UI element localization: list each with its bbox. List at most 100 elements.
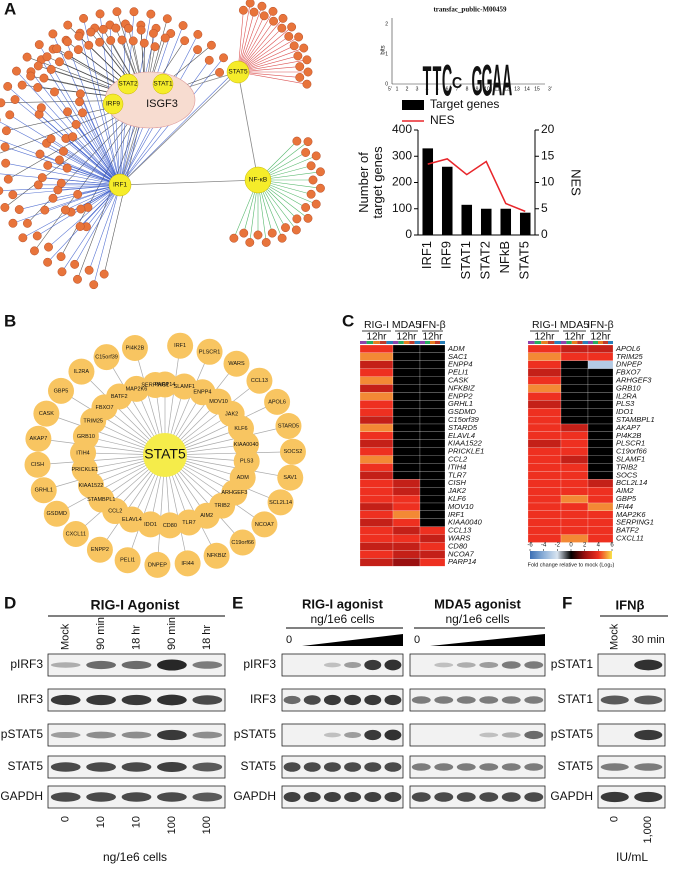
- band: [192, 792, 223, 802]
- blot-strip: [47, 723, 226, 747]
- time-label: 12hr: [590, 332, 611, 343]
- motif-y-tick: 0: [385, 81, 388, 87]
- heat-cell: [527, 439, 562, 448]
- leaf-node: [99, 269, 109, 279]
- heat-cell: [527, 479, 562, 488]
- band: [121, 694, 152, 706]
- band: [600, 763, 629, 771]
- heat-cell: [419, 542, 446, 551]
- gene-label: GRHL1: [35, 488, 53, 494]
- leaf-node: [112, 7, 122, 17]
- leaf-node: [30, 246, 39, 256]
- y-axis-label: Number oftarget genes: [356, 146, 385, 219]
- y-tick-label: 200: [392, 175, 412, 189]
- lane-label: 30 min: [632, 634, 665, 646]
- heat-cell: [419, 368, 446, 377]
- gene-label: CCL2: [448, 455, 468, 464]
- band: [434, 792, 454, 802]
- edge: [93, 184, 121, 285]
- gene-label: SERPING1: [616, 518, 654, 527]
- row-label: pIRF3: [243, 657, 276, 671]
- gene-label: IDO1: [144, 522, 157, 528]
- sample-strip: [366, 341, 374, 344]
- row-label: pSTAT5: [551, 727, 594, 741]
- hub-node: [244, 166, 272, 194]
- hub-node: [108, 173, 132, 197]
- row-label: STAT5: [557, 759, 593, 773]
- sample-strip: [541, 341, 548, 344]
- band: [634, 659, 663, 671]
- gene-label: DNPEP: [616, 360, 642, 369]
- hub-label: NF-κB: [249, 177, 267, 184]
- heat-cell: [527, 408, 562, 417]
- heat-cell: [419, 352, 446, 361]
- leaf-node: [302, 79, 312, 89]
- gene-node: [267, 489, 294, 516]
- leaf-node: [8, 218, 18, 228]
- heat-cell: [587, 416, 614, 425]
- gene-node: [30, 477, 57, 504]
- band: [323, 732, 341, 738]
- band: [364, 762, 382, 772]
- time-label: 12hr: [396, 332, 417, 343]
- motif-position: 15: [534, 86, 540, 92]
- blot-strip: [597, 653, 666, 677]
- gene-label: PLS3: [240, 459, 253, 465]
- heat-cell: [560, 392, 589, 401]
- sample-strip: [435, 341, 440, 344]
- heat-cell: [527, 471, 562, 480]
- leaf-node: [206, 40, 216, 50]
- gene-node: [144, 551, 171, 578]
- bar: [461, 204, 473, 235]
- time-label: 12hr: [534, 332, 555, 343]
- gene-node: [114, 547, 141, 574]
- gene-label: SOCS: [616, 470, 637, 479]
- heat-cell: [527, 455, 562, 464]
- gene-label: PELI1: [448, 368, 468, 377]
- gene-label: ENPP4: [193, 390, 211, 396]
- gene-label: SLAMF1: [616, 455, 645, 464]
- band: [50, 792, 81, 802]
- sample-strip: [386, 341, 393, 344]
- motif-letter: G: [471, 58, 482, 105]
- motif-position: 2: [406, 86, 409, 92]
- hub-edge: [119, 71, 239, 186]
- band: [303, 695, 321, 705]
- leaf-node: [0, 203, 10, 212]
- colorbar-tick-label: 4: [597, 543, 601, 549]
- band: [86, 694, 116, 706]
- heat-cell: [392, 558, 421, 567]
- heat-cell: [560, 360, 589, 369]
- edge: [50, 138, 121, 186]
- gene-label: KIAA0040: [448, 518, 483, 527]
- heat-cell: [392, 416, 421, 425]
- edge: [42, 177, 121, 186]
- condition-label: RIG-I: [532, 319, 557, 331]
- zero-label: 0: [414, 634, 420, 646]
- lane-label: 90 min: [166, 617, 178, 650]
- heat-cell: [392, 376, 421, 385]
- heat-cell: [392, 368, 421, 377]
- leaf-node: [63, 37, 72, 47]
- heat-cell: [392, 542, 421, 551]
- y-tick-label: 300: [392, 148, 412, 162]
- band: [323, 792, 341, 802]
- x-tick-label: STAT1: [458, 241, 473, 280]
- edge: [39, 153, 121, 186]
- gene-label: C19orf66: [231, 540, 254, 546]
- leaf-node: [54, 57, 64, 67]
- heat-cell: [359, 439, 394, 448]
- heat-cell: [560, 471, 589, 480]
- edge: [237, 6, 263, 73]
- leaf-node: [124, 23, 134, 33]
- heat-cell: [392, 400, 421, 409]
- hub-label: STAT5: [228, 69, 248, 76]
- heat-cell: [560, 534, 589, 543]
- heat-cell: [419, 487, 446, 496]
- leaf-node: [95, 9, 105, 19]
- leaf-node: [33, 180, 43, 190]
- blot-strip: [409, 688, 546, 712]
- band: [344, 661, 362, 669]
- gene-label: NCOA7: [255, 522, 274, 528]
- condition-label: MDA5: [392, 319, 421, 331]
